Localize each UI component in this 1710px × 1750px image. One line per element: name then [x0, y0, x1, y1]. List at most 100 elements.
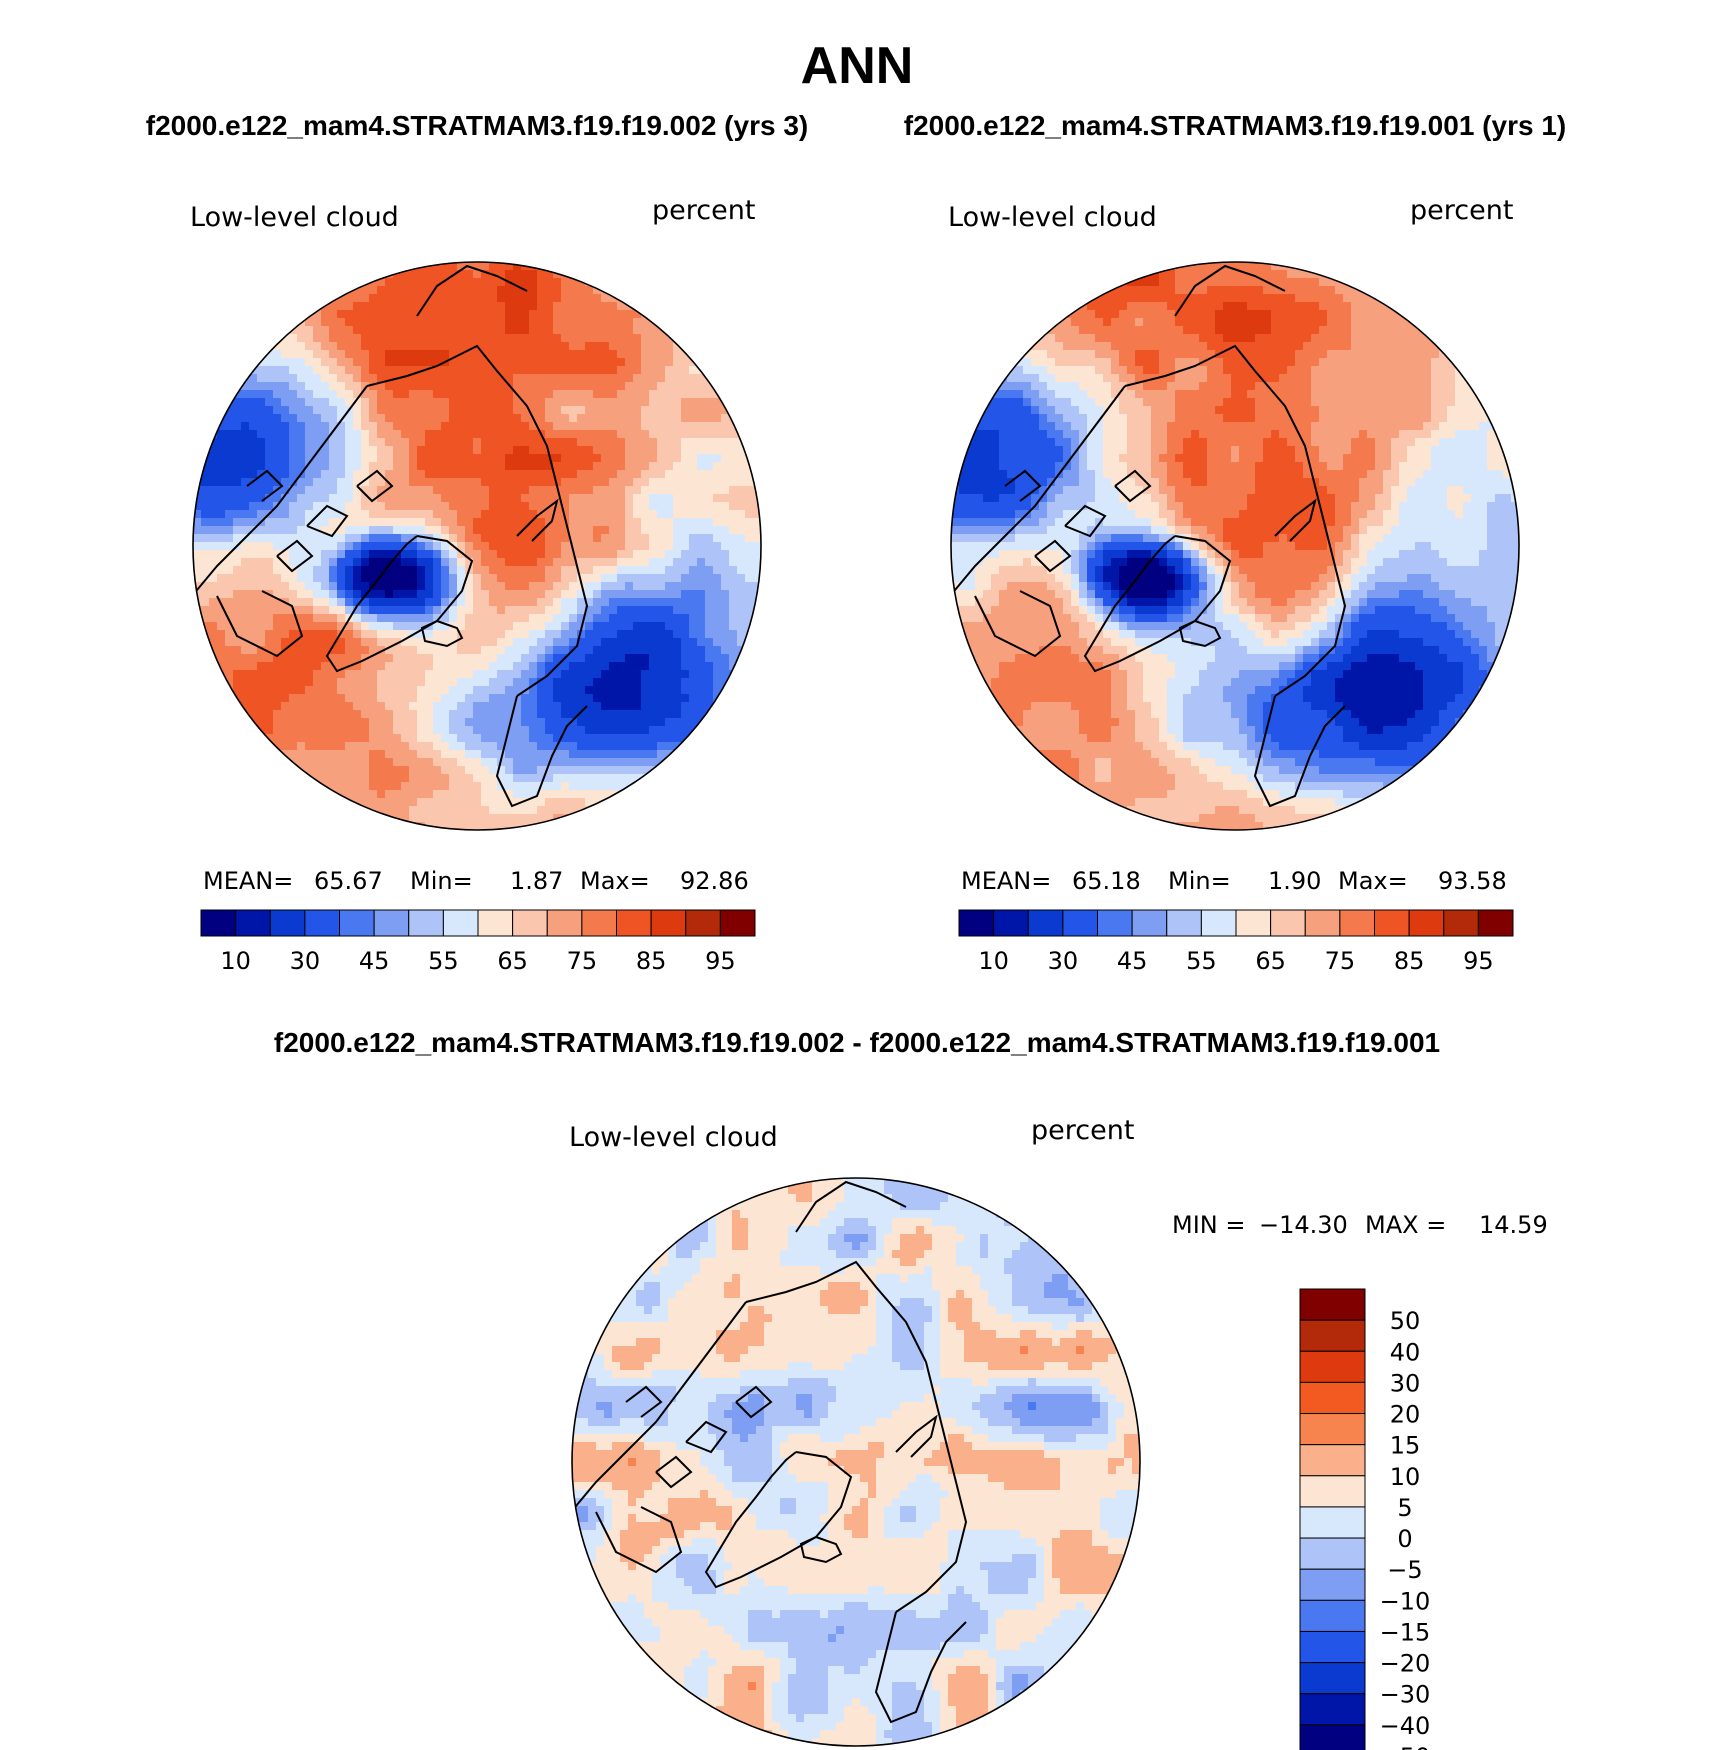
field-cell	[617, 478, 626, 487]
field-cell	[1175, 318, 1184, 327]
field-cell	[385, 614, 394, 623]
field-cell	[1287, 294, 1296, 303]
field-cell	[489, 702, 498, 711]
field-cell	[289, 478, 298, 487]
field-cell	[257, 534, 266, 543]
field-cell	[273, 390, 282, 399]
field-cell	[345, 366, 354, 375]
field-cell	[289, 358, 298, 367]
field-cell	[657, 366, 666, 375]
field-cell	[297, 726, 306, 735]
field-cell	[1063, 374, 1072, 383]
field-cell	[505, 350, 514, 359]
field-cell	[529, 782, 538, 791]
field-cell	[281, 662, 290, 671]
field-cell	[1319, 334, 1328, 343]
field-cell	[481, 686, 490, 695]
field-cell	[425, 278, 434, 287]
field-cell	[537, 478, 546, 487]
field-cell	[529, 758, 538, 767]
field-cell	[353, 358, 362, 367]
field-cell	[417, 574, 426, 583]
field-cell	[329, 462, 338, 471]
field-cell	[433, 710, 442, 719]
field-cell	[489, 526, 498, 535]
field-cell	[521, 670, 530, 679]
field-cell	[513, 350, 522, 359]
field-cell	[321, 630, 330, 639]
field-cell	[1199, 302, 1208, 311]
field-cell	[593, 646, 602, 655]
field-cell	[553, 534, 562, 543]
field-cell	[401, 318, 410, 327]
field-cell	[1111, 302, 1120, 311]
field-cell	[353, 782, 362, 791]
field-cell	[449, 350, 458, 359]
field-cell	[217, 646, 226, 655]
field-cell	[537, 302, 546, 311]
field-cell	[625, 518, 634, 527]
field-cell	[457, 374, 466, 383]
field-cell	[321, 742, 330, 751]
field-cell	[665, 446, 674, 455]
field-cell	[329, 774, 338, 783]
field-cell	[353, 526, 362, 535]
field-cell	[593, 766, 602, 775]
field-cell	[329, 614, 338, 623]
field-cell	[545, 726, 554, 735]
field-cell	[457, 438, 466, 447]
field-cell	[537, 534, 546, 543]
field-cell	[417, 358, 426, 367]
field-cell	[361, 470, 370, 479]
field-cell	[209, 526, 218, 535]
field-cell	[473, 598, 482, 607]
field-cell	[1463, 390, 1472, 399]
field-cell	[729, 462, 738, 471]
field-cell	[1159, 342, 1168, 351]
field-cell	[313, 502, 322, 511]
field-cell	[393, 270, 402, 279]
field-cell	[193, 510, 202, 519]
map-border	[192, 261, 762, 831]
field-cell	[385, 438, 394, 447]
field-cell	[545, 366, 554, 375]
field-cell	[1391, 350, 1400, 359]
field-cell	[369, 414, 378, 423]
coastline	[416, 264, 528, 317]
field-cell	[617, 326, 626, 335]
field-cell	[713, 606, 722, 615]
field-cell	[305, 414, 314, 423]
field-cell	[569, 806, 578, 815]
field-cell	[409, 342, 418, 351]
field-cell	[385, 374, 394, 383]
field-cell	[409, 398, 418, 407]
field-cell	[313, 670, 322, 679]
field-cell	[481, 374, 490, 383]
field-cell	[1239, 342, 1248, 351]
field-cell	[337, 702, 346, 711]
field-cell	[649, 526, 658, 535]
field-cell	[345, 422, 354, 431]
field-cell	[497, 566, 506, 575]
field-cell	[265, 390, 274, 399]
field-cell	[537, 710, 546, 719]
field-cell	[409, 270, 418, 279]
field-cell	[1399, 374, 1408, 383]
field-cell	[377, 358, 386, 367]
field-cell	[417, 534, 426, 543]
field-cell	[657, 334, 666, 343]
field-cell	[625, 566, 634, 575]
field-cell	[1383, 366, 1392, 375]
field-cell	[577, 798, 586, 807]
field-cell	[585, 334, 594, 343]
field-cell	[361, 622, 370, 631]
field-cell	[553, 326, 562, 335]
field-cell	[641, 766, 650, 775]
field-cell	[513, 478, 522, 487]
field-cell	[1175, 294, 1184, 303]
field-cell	[473, 310, 482, 319]
field-cell	[361, 494, 370, 503]
field-cell	[505, 806, 514, 815]
field-cell	[513, 566, 522, 575]
field-cell	[305, 534, 314, 543]
